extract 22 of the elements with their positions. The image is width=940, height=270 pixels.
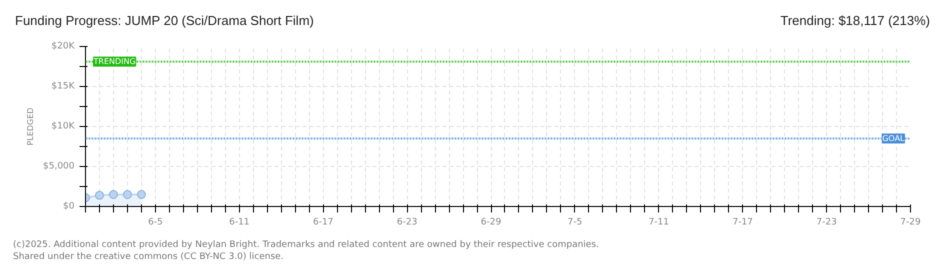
chart-subtitle: Trending: $18,117 (213%) [780,12,930,30]
x-tick-label: 6-11 [229,218,250,228]
ref-line-label: GOAL [882,134,906,143]
x-tick-label: 7-17 [732,218,753,228]
x-tick-label: 7-29 [900,218,921,228]
y-tick-label: $10K [51,122,76,132]
x-tick-label: 6-23 [396,218,418,228]
y-tick-label: $0 [63,202,75,212]
x-tick-label: 7-5 [568,218,582,228]
y-axis-title: PLEDGED [26,108,36,146]
text: (c)2025. Additional content provided by Neylan Bright. Trademarks and related content are owned by their respective companies. [13,240,599,250]
x-tick-label: 7-23 [816,218,837,228]
y-tick-label: $20K [51,42,76,52]
chart-title: Funding Progress: JUMP 20 (Sci/Drama Short Film) [15,12,314,30]
x-tick-label: 6-5 [148,218,163,228]
y-tick-label: $5,000 [43,162,75,172]
x-tick-label: 7-11 [648,218,670,228]
x-tick-label: 6-29 [480,218,502,228]
x-tick-label: 6-17 [313,218,334,228]
ref-line-label: TRENDING [92,57,136,66]
y-tick-label: $15K [51,82,76,92]
text: Shared under the creative commons (CC BY-NC 3.0) license. [13,252,284,262]
